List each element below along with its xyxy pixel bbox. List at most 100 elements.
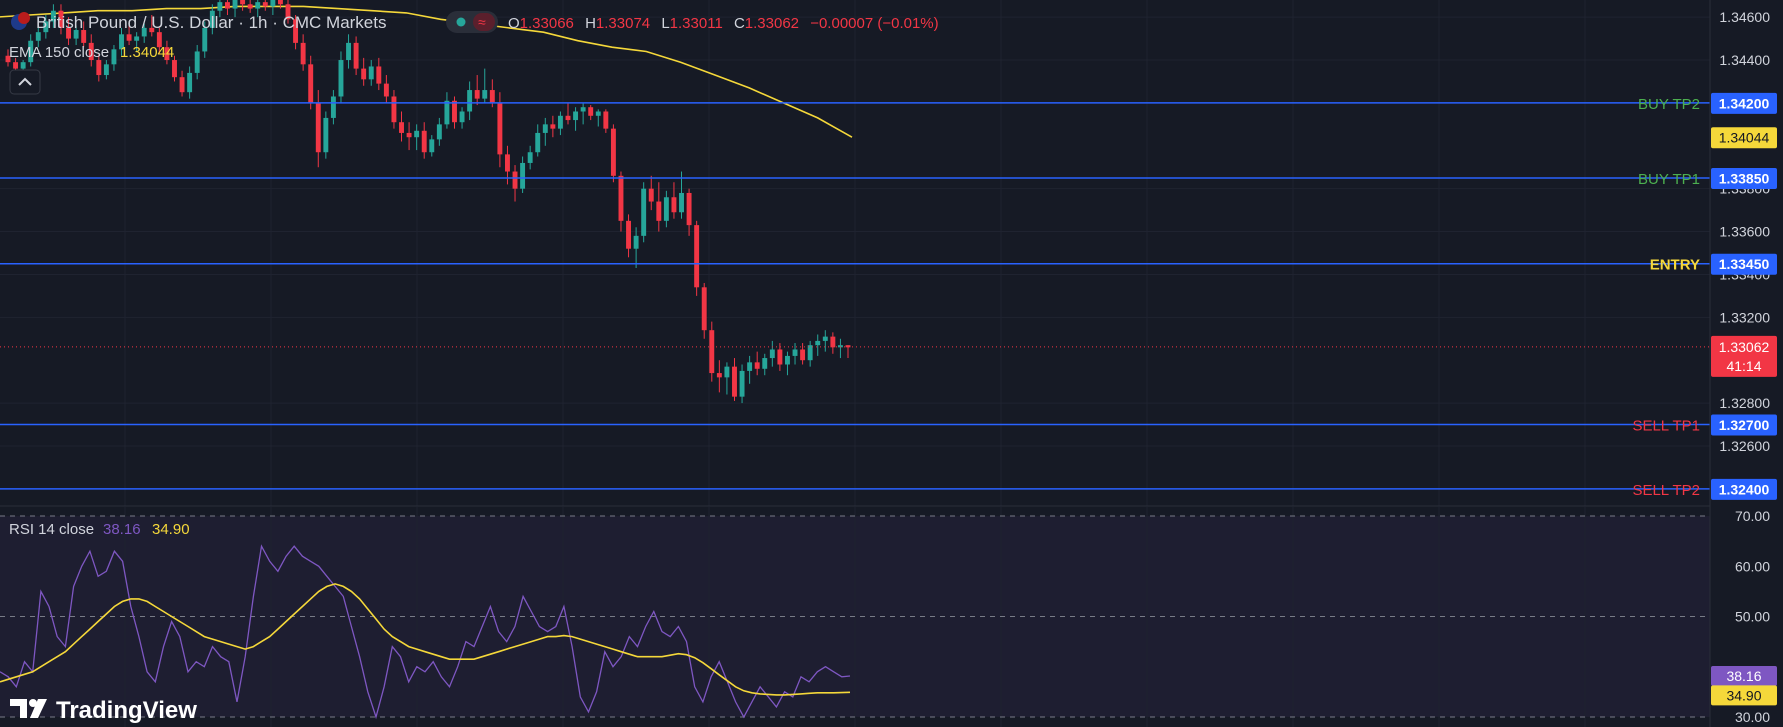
candle	[293, 15, 299, 50]
candle	[421, 122, 427, 159]
candle	[88, 34, 94, 67]
candle-body	[43, 21, 49, 33]
candle	[414, 124, 420, 151]
candle	[285, 0, 291, 24]
candle-body	[414, 130, 420, 138]
candle	[830, 332, 836, 354]
rsi-legend-value: 38.16	[103, 521, 141, 538]
candle	[111, 45, 117, 71]
candle-body	[406, 132, 412, 138]
candle-body	[209, 10, 215, 28]
candle-body	[172, 60, 177, 78]
candle-body	[686, 192, 692, 226]
candle-body	[565, 115, 571, 121]
candle-body	[603, 111, 609, 129]
candle-body	[35, 32, 41, 41]
candle-body	[648, 188, 654, 202]
candle-body	[232, 0, 238, 9]
candle	[179, 70, 185, 97]
level-sell-tp1[interactable]: SELL TP1	[0, 418, 1710, 435]
candle-body	[709, 330, 715, 374]
last-price-badge: 1.33062 41:14	[1711, 335, 1777, 377]
rsi-grid	[0, 506, 1710, 727]
svg-text:1.32400: 1.32400	[1719, 481, 1770, 497]
usd-flag-icon	[18, 12, 30, 24]
rsi-ma-value-badge: 34.90	[1711, 685, 1777, 706]
candle-body	[13, 62, 19, 69]
level-label: BUY TP2	[1638, 96, 1700, 113]
candle-body	[293, 19, 299, 43]
candlestick-series	[5, 0, 851, 404]
rsi-legend[interactable]: RSI 14 close 38.16 34.90	[9, 521, 190, 538]
collapse-legend-button[interactable]	[9, 69, 41, 95]
candle-body	[724, 366, 730, 378]
candle	[277, 0, 283, 9]
candle	[716, 360, 722, 393]
candle-body	[474, 90, 480, 99]
candle-body	[535, 132, 541, 153]
level-entry[interactable]: ENTRY	[0, 257, 1710, 274]
level-price-badge: 1.33450	[1711, 253, 1777, 275]
candle-body	[671, 197, 677, 213]
market-open-dot-icon	[456, 17, 466, 27]
candle-body	[66, 27, 71, 39]
candle	[557, 111, 563, 136]
level-buy-tp1[interactable]: BUY TP1	[0, 171, 1710, 188]
price-tick-label: 1.34600	[1719, 9, 1770, 25]
candle-body	[50, 10, 56, 22]
rsi-line-path	[0, 544, 851, 720]
candle-body	[800, 349, 806, 361]
price-axis[interactable]: 1.346001.344001.338001.336001.334001.332…	[1709, 0, 1783, 727]
candle-body	[134, 36, 140, 41]
candle	[663, 190, 669, 228]
candle-body	[663, 197, 669, 221]
candle	[81, 21, 87, 48]
candle	[542, 117, 548, 146]
candle-body	[769, 349, 775, 359]
candle	[610, 124, 616, 183]
svg-text:34.90: 34.90	[1726, 687, 1761, 703]
candle-body	[187, 72, 193, 93]
candle-body	[732, 366, 737, 397]
candle	[383, 75, 389, 103]
tradingview-logo[interactable]: TradingView	[10, 697, 197, 724]
level-buy-tp2[interactable]: BUY TP2	[0, 96, 1710, 113]
rsi-ma-legend-value: 34.90	[152, 521, 190, 538]
candle-body	[815, 340, 821, 346]
candle	[194, 45, 200, 80]
candle	[800, 343, 806, 365]
level-label: ENTRY	[1650, 257, 1700, 274]
level-sell-tp2[interactable]: SELL TP2	[0, 482, 1710, 499]
candle-body	[641, 188, 647, 236]
candle	[769, 340, 775, 367]
ema-legend-value: 1.34044	[120, 44, 174, 61]
candle	[588, 105, 594, 121]
candle-body	[618, 175, 624, 221]
rsi-pane[interactable]	[0, 506, 1710, 727]
rsi-legend-label[interactable]: RSI 14 close	[9, 521, 94, 538]
candle-body	[5, 55, 11, 63]
candle	[225, 0, 230, 16]
price-pane[interactable]: BUY TP2 BUY TP1 ENTRY SELL TP1 SELL TP2	[0, 0, 1710, 506]
svg-text:1.34044: 1.34044	[1719, 130, 1770, 146]
candle-body	[285, 4, 291, 20]
candle	[595, 109, 601, 127]
candle-body	[96, 60, 102, 76]
candle	[330, 90, 336, 125]
symbol-legend[interactable]: British Pound / U.S. Dollar · 1h · CMC M…	[9, 11, 939, 95]
candle-body	[505, 154, 510, 172]
candle	[308, 55, 314, 110]
candle-body	[754, 362, 760, 369]
candle-body	[88, 42, 94, 61]
candle-body	[247, 4, 253, 9]
svg-text:1.33850: 1.33850	[1719, 170, 1770, 186]
ema-legend-label[interactable]: EMA 150 close	[9, 44, 109, 61]
candle	[656, 182, 662, 232]
candle	[399, 111, 404, 142]
candle	[807, 340, 813, 367]
ema-price-badge: 1.34044	[1711, 127, 1777, 149]
candle	[429, 135, 435, 157]
candle	[202, 21, 208, 58]
candle-body	[81, 30, 87, 43]
